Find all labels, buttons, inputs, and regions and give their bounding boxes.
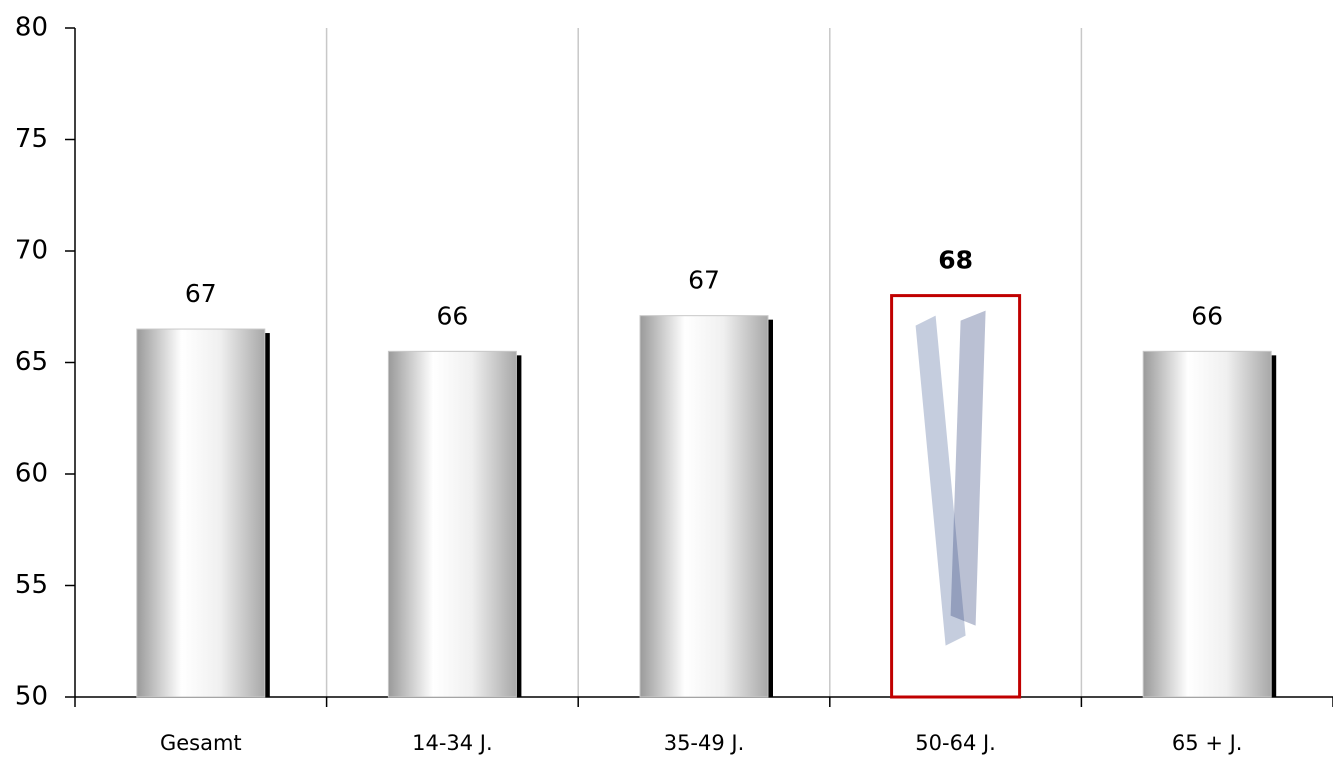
y-tick-label: 80 <box>15 13 48 43</box>
x-tick-label: 50-64 J. <box>915 731 996 755</box>
value-label: 66 <box>436 301 468 330</box>
bar <box>387 350 517 698</box>
y-tick-label: 65 <box>15 347 48 377</box>
y-tick-label: 60 <box>15 459 48 489</box>
x-tick-label: Gesamt <box>160 731 242 755</box>
y-tick-label: 50 <box>15 682 48 712</box>
value-label: 66 <box>1191 301 1223 330</box>
value-label: 67 <box>688 266 720 295</box>
bar <box>639 315 769 698</box>
x-tick-label: 14-34 J. <box>412 731 493 755</box>
bar-shadow <box>766 319 773 697</box>
bar-shadow <box>1269 355 1277 697</box>
bar <box>1142 350 1272 698</box>
y-tick-label: 75 <box>15 124 48 154</box>
bar-image <box>950 310 986 626</box>
value-label: 68 <box>938 246 973 275</box>
bar <box>890 294 1022 699</box>
y-tick-label: 55 <box>15 570 48 600</box>
bar-image <box>915 315 966 646</box>
bar-shadow <box>262 333 270 697</box>
y-tick-label: 70 <box>15 236 48 266</box>
bar <box>136 328 266 698</box>
x-tick-label: 35-49 J. <box>664 731 745 755</box>
value-label: 67 <box>185 279 217 308</box>
bar-shadow <box>514 355 522 697</box>
x-tick-label: 65 + J. <box>1172 731 1243 755</box>
